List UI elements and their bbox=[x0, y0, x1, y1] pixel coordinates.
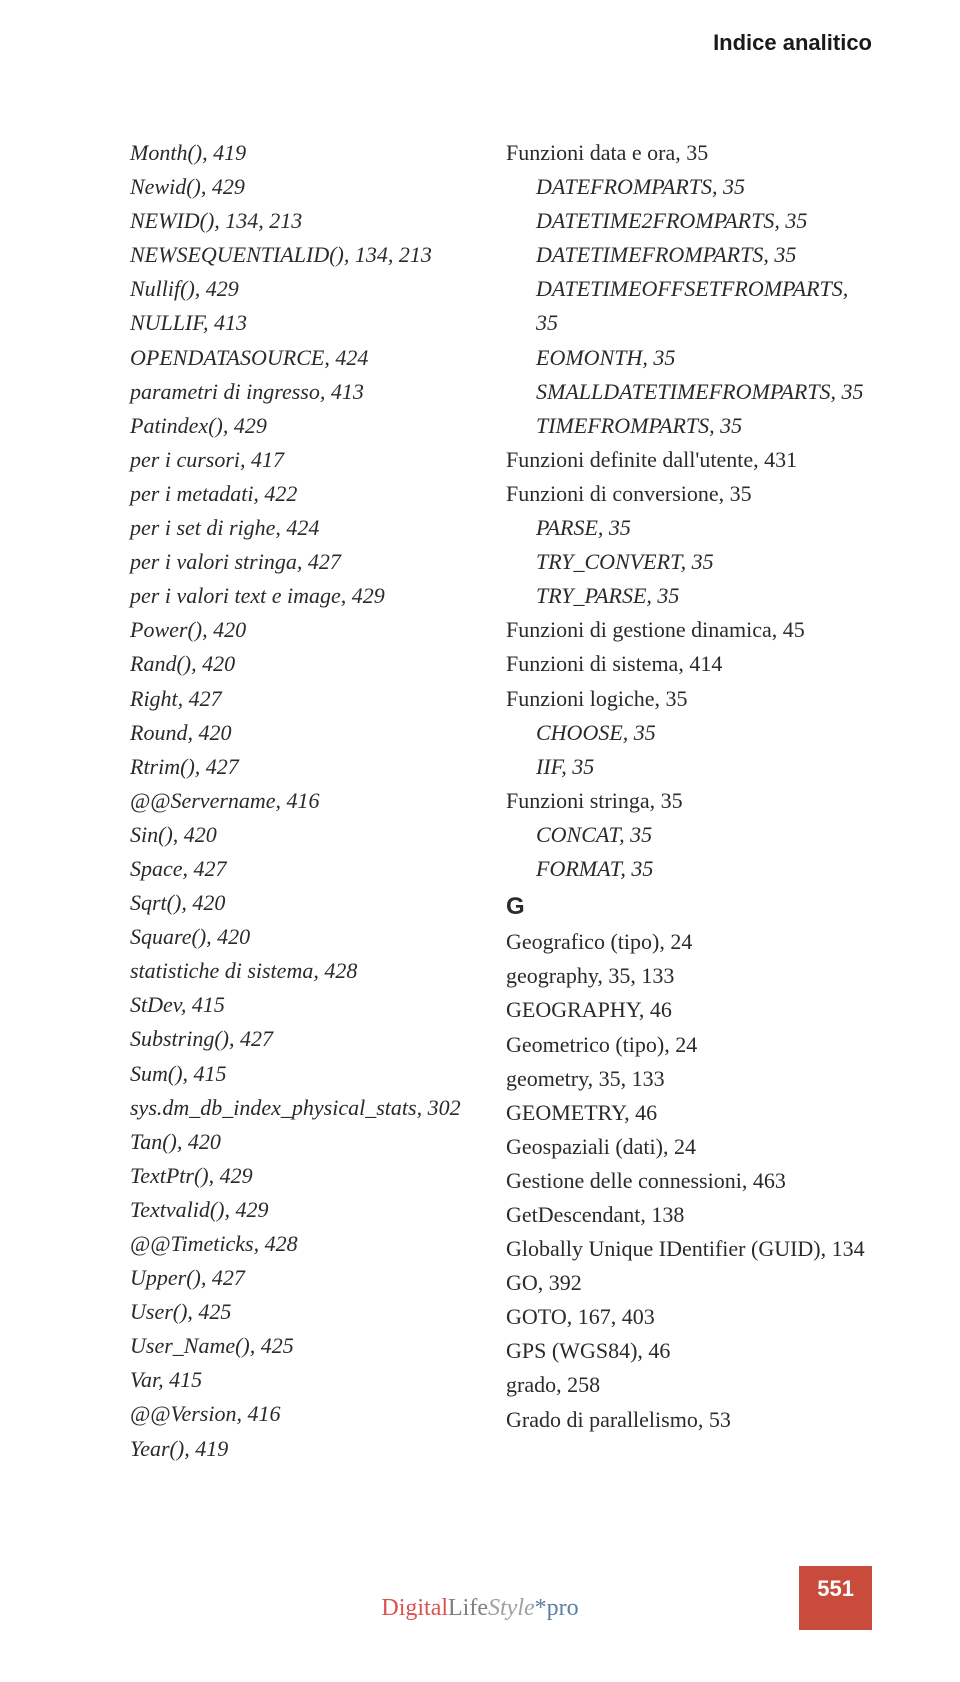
index-entry: per i set di righe, 424 bbox=[100, 511, 466, 545]
right-column: Funzioni data e ora, 35DATEFROMPARTS, 35… bbox=[506, 136, 872, 1466]
index-entry: Right, 427 bbox=[100, 682, 466, 716]
index-entry: NEWSEQUENTIALID(), 134, 213 bbox=[100, 238, 466, 272]
index-entry: EOMONTH, 35 bbox=[506, 341, 872, 375]
index-entry: Globally Unique IDentifier (GUID), 134 bbox=[506, 1232, 872, 1266]
index-entry: Round, 420 bbox=[100, 716, 466, 750]
index-entry: Gestione delle connessioni, 463 bbox=[506, 1164, 872, 1198]
brand-style: Style bbox=[488, 1595, 535, 1621]
index-entry: CONCAT, 35 bbox=[506, 818, 872, 852]
index-entry: TRY_PARSE, 35 bbox=[506, 579, 872, 613]
index-entry: DATETIME2FROMPARTS, 35 bbox=[506, 204, 872, 238]
index-entry: Sum(), 415 bbox=[100, 1057, 466, 1091]
index-entry: geography, 35, 133 bbox=[506, 959, 872, 993]
index-entry: geometry, 35, 133 bbox=[506, 1062, 872, 1096]
index-entry: TextPtr(), 429 bbox=[100, 1159, 466, 1193]
index-entry: DATETIMEFROMPARTS, 35 bbox=[506, 238, 872, 272]
index-entry: @@Version, 416 bbox=[100, 1397, 466, 1431]
index-entry: NEWID(), 134, 213 bbox=[100, 204, 466, 238]
brand-digital: Digital bbox=[381, 1595, 448, 1621]
index-entry: NULLIF, 413 bbox=[100, 306, 466, 340]
index-entry: TIMEFROMPARTS, 35 bbox=[506, 409, 872, 443]
index-entry: Patindex(), 429 bbox=[100, 409, 466, 443]
brand-logo: DigitalLifeStyle*pro bbox=[381, 1595, 578, 1622]
index-entry: SMALLDATETIMEFROMPARTS, 35 bbox=[506, 375, 872, 409]
page-footer: DigitalLifeStyle*pro 551 bbox=[0, 1595, 960, 1622]
index-entry: per i metadati, 422 bbox=[100, 477, 466, 511]
index-entry: Textvalid(), 429 bbox=[100, 1193, 466, 1227]
index-entry: @@Servername, 416 bbox=[100, 784, 466, 818]
brand-star: * bbox=[535, 1595, 547, 1621]
left-column: Month(), 419Newid(), 429NEWID(), 134, 21… bbox=[100, 136, 466, 1466]
index-entry: Nullif(), 429 bbox=[100, 272, 466, 306]
index-entry: grado, 258 bbox=[506, 1368, 872, 1402]
index-entry: DATETIMEOFFSETFROMPARTS, 35 bbox=[506, 272, 872, 340]
index-entry: User(), 425 bbox=[100, 1295, 466, 1329]
index-entry: sys.dm_db_index_physical_stats, 302 bbox=[100, 1091, 466, 1125]
index-entry: Funzioni di sistema, 414 bbox=[506, 647, 872, 681]
index-entry: GEOMETRY, 46 bbox=[506, 1096, 872, 1130]
index-entry: Power(), 420 bbox=[100, 613, 466, 647]
index-entry: Funzioni definite dall'utente, 431 bbox=[506, 443, 872, 477]
index-entry: Tan(), 420 bbox=[100, 1125, 466, 1159]
index-entry: IIF, 35 bbox=[506, 750, 872, 784]
index-entry: G bbox=[506, 888, 872, 925]
index-entry: GEOGRAPHY, 46 bbox=[506, 993, 872, 1027]
index-entry: FORMAT, 35 bbox=[506, 852, 872, 886]
index-entry: Sin(), 420 bbox=[100, 818, 466, 852]
brand-pro: pro bbox=[547, 1595, 579, 1621]
index-entry: GO, 392 bbox=[506, 1266, 872, 1300]
index-entry: Year(), 419 bbox=[100, 1432, 466, 1466]
content-area: Month(), 419Newid(), 429NEWID(), 134, 21… bbox=[0, 56, 960, 1466]
index-entry: per i cursori, 417 bbox=[100, 443, 466, 477]
index-entry: Funzioni di conversione, 35 bbox=[506, 477, 872, 511]
index-entry: Funzioni logiche, 35 bbox=[506, 682, 872, 716]
index-entry: Grado di parallelismo, 53 bbox=[506, 1403, 872, 1437]
index-entry: Upper(), 427 bbox=[100, 1261, 466, 1295]
index-entry: Space, 427 bbox=[100, 852, 466, 886]
index-entry: Month(), 419 bbox=[100, 136, 466, 170]
index-entry: Newid(), 429 bbox=[100, 170, 466, 204]
index-entry: statistiche di sistema, 428 bbox=[100, 954, 466, 988]
index-entry: Geografico (tipo), 24 bbox=[506, 925, 872, 959]
index-entry: TRY_CONVERT, 35 bbox=[506, 545, 872, 579]
header-title: Indice analitico bbox=[713, 30, 872, 55]
index-entry: per i valori text e image, 429 bbox=[100, 579, 466, 613]
index-entry: DATEFROMPARTS, 35 bbox=[506, 170, 872, 204]
index-entry: User_Name(), 425 bbox=[100, 1329, 466, 1363]
index-entry: StDev, 415 bbox=[100, 988, 466, 1022]
page-number: 551 bbox=[799, 1566, 872, 1630]
index-entry: Substring(), 427 bbox=[100, 1022, 466, 1056]
index-entry: GetDescendant, 138 bbox=[506, 1198, 872, 1232]
index-entry: Funzioni stringa, 35 bbox=[506, 784, 872, 818]
index-entry: OPENDATASOURCE, 424 bbox=[100, 341, 466, 375]
index-entry: Rtrim(), 427 bbox=[100, 750, 466, 784]
brand-life: Life bbox=[448, 1595, 488, 1621]
index-entry: Var, 415 bbox=[100, 1363, 466, 1397]
index-entry: Geospaziali (dati), 24 bbox=[506, 1130, 872, 1164]
index-entry: Funzioni data e ora, 35 bbox=[506, 136, 872, 170]
index-entry: parametri di ingresso, 413 bbox=[100, 375, 466, 409]
index-entry: Square(), 420 bbox=[100, 920, 466, 954]
index-entry: Sqrt(), 420 bbox=[100, 886, 466, 920]
index-entry: @@Timeticks, 428 bbox=[100, 1227, 466, 1261]
index-entry: Geometrico (tipo), 24 bbox=[506, 1028, 872, 1062]
page-header: Indice analitico bbox=[0, 0, 960, 56]
index-entry: GPS (WGS84), 46 bbox=[506, 1334, 872, 1368]
index-entry: Rand(), 420 bbox=[100, 647, 466, 681]
index-entry: GOTO, 167, 403 bbox=[506, 1300, 872, 1334]
index-entry: Funzioni di gestione dinamica, 45 bbox=[506, 613, 872, 647]
index-entry: PARSE, 35 bbox=[506, 511, 872, 545]
index-entry: CHOOSE, 35 bbox=[506, 716, 872, 750]
index-entry: per i valori stringa, 427 bbox=[100, 545, 466, 579]
